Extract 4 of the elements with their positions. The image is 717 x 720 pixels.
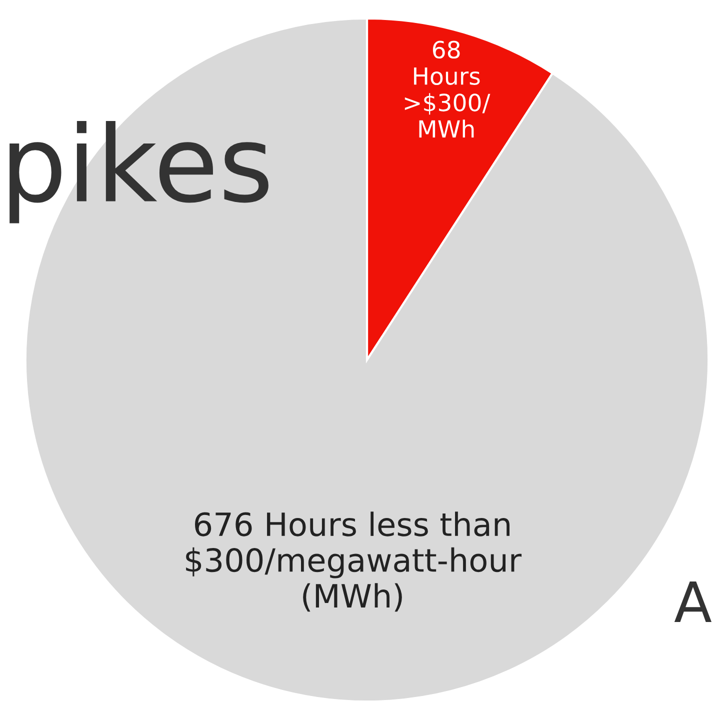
text: A	[674, 582, 712, 622]
data-label: 676 Hours less than $300/megawatt-hour (MWh)	[186, 512, 522, 612]
data-label: 68 Hours >$300/ MWh	[404, 40, 490, 138]
text: pikes	[10, 121, 268, 224]
